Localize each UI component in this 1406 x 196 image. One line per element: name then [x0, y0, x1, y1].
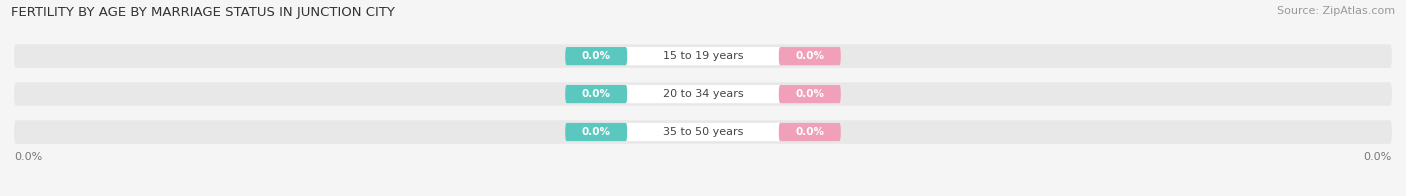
FancyBboxPatch shape: [14, 82, 1392, 106]
Text: 0.0%: 0.0%: [582, 127, 610, 137]
Text: 0.0%: 0.0%: [796, 89, 824, 99]
Text: Source: ZipAtlas.com: Source: ZipAtlas.com: [1277, 6, 1395, 16]
Text: 0.0%: 0.0%: [796, 127, 824, 137]
Text: 0.0%: 0.0%: [14, 152, 42, 162]
Text: 0.0%: 0.0%: [796, 51, 824, 61]
FancyBboxPatch shape: [624, 47, 782, 65]
Text: 0.0%: 0.0%: [1364, 152, 1392, 162]
FancyBboxPatch shape: [624, 123, 782, 141]
FancyBboxPatch shape: [779, 47, 841, 65]
FancyBboxPatch shape: [14, 120, 1392, 144]
FancyBboxPatch shape: [624, 85, 782, 103]
Text: 15 to 19 years: 15 to 19 years: [662, 51, 744, 61]
FancyBboxPatch shape: [565, 85, 627, 103]
FancyBboxPatch shape: [779, 123, 841, 141]
FancyBboxPatch shape: [565, 47, 627, 65]
Text: FERTILITY BY AGE BY MARRIAGE STATUS IN JUNCTION CITY: FERTILITY BY AGE BY MARRIAGE STATUS IN J…: [11, 6, 395, 19]
FancyBboxPatch shape: [565, 123, 627, 141]
Text: 20 to 34 years: 20 to 34 years: [662, 89, 744, 99]
Text: 0.0%: 0.0%: [582, 51, 610, 61]
Text: 0.0%: 0.0%: [582, 89, 610, 99]
FancyBboxPatch shape: [779, 85, 841, 103]
Text: 35 to 50 years: 35 to 50 years: [662, 127, 744, 137]
FancyBboxPatch shape: [14, 44, 1392, 68]
